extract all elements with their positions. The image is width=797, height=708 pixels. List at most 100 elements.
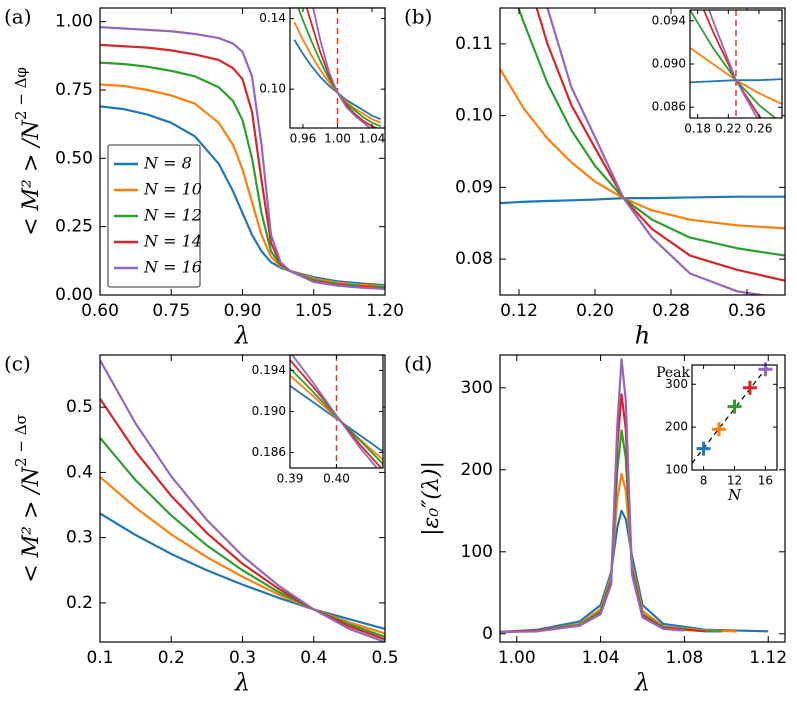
y-tick-label: 0.2 <box>66 593 93 613</box>
series-line <box>500 509 769 634</box>
panel-label: (c) <box>4 352 31 376</box>
legend-label: N = 12 <box>143 206 202 225</box>
y-tick-label: 100 <box>461 542 493 562</box>
x-tick-label: 0.75 <box>152 301 190 321</box>
x-tick-label: 0.40 <box>323 472 350 486</box>
y-tick-label: 0.186 <box>252 445 286 459</box>
y-axis-label: < M² > /N2 − Δφ <box>12 67 44 236</box>
inset-background <box>290 355 383 468</box>
y-tick-label: 0.194 <box>252 363 286 377</box>
x-tick-label: 1.20 <box>366 301 404 321</box>
series-line <box>312 8 372 128</box>
x-tick-label: 0.2 <box>158 648 185 668</box>
y-tick-label: 0.25 <box>55 217 93 237</box>
axes-frame <box>99 354 386 643</box>
y-tick-label: 1.00 <box>55 12 93 32</box>
y-tick-label: 0.11 <box>455 34 493 54</box>
series-line <box>100 26 385 291</box>
marker <box>712 422 727 437</box>
y-tick-label: 100 <box>665 463 688 477</box>
x-axis-label: h <box>635 322 650 350</box>
x-tick-label: 1.00 <box>498 648 536 668</box>
y-axis-label: |ε₀″(λ)| <box>419 461 444 536</box>
series-line <box>100 398 385 641</box>
y-tick-label: 0.00 <box>55 285 93 305</box>
axes-frame <box>99 7 386 296</box>
axes-frame <box>689 9 783 119</box>
x-tick-label: 0.5 <box>371 648 398 668</box>
y-tick-label: 0.090 <box>652 57 686 71</box>
marker <box>742 380 757 395</box>
y-tick-label: 0 <box>482 624 493 644</box>
series-line <box>291 355 379 468</box>
marker <box>696 441 711 456</box>
y-tick-label: 0.3 <box>66 528 93 548</box>
y-tick-label: 0.09 <box>455 177 493 197</box>
plot-area <box>690 10 782 118</box>
x-tick-label: 0.28 <box>652 301 690 321</box>
legend-label: N = 16 <box>143 258 202 277</box>
x-tick-label: 1.08 <box>665 648 703 668</box>
panel: 1.00 1.04 1.08 1.12 0 100 200 300 λ |ε₀″(λ)| (d) <box>404 352 787 697</box>
inset: 0.96 1.00 1.04 0.10 0.14 <box>259 7 386 146</box>
x-tick-label: 1.04 <box>582 648 620 668</box>
panel: 0.60 0.75 0.90 1.05 1.20 0.00 0.25 0.50 0.75 1.00… <box>4 5 404 350</box>
x-axis-label: N <box>727 486 742 504</box>
legend-box <box>107 144 201 288</box>
x-tick-label: 0.12 <box>500 301 538 321</box>
x-tick-label: 0.18 <box>684 122 711 136</box>
axes-frame <box>289 354 384 469</box>
y-axis-label-exponent: 2 − Δφ <box>12 67 30 120</box>
x-tick-label: 0.90 <box>224 301 262 321</box>
y-axis-label: < M² > /N2 − Δσ <box>12 414 44 583</box>
y-tick-label: 0.5 <box>66 397 93 417</box>
panel: 0.12 0.20 0.28 0.36 0.08 0.09 0.10 0.11 h (b) <box>404 5 786 350</box>
axes-frame <box>289 7 386 129</box>
series-line <box>546 8 769 295</box>
y-tick-label: 0.10 <box>455 106 493 126</box>
series-line <box>100 512 385 631</box>
x-tick-label: 0.3 <box>229 648 256 668</box>
axes-frame <box>499 354 786 643</box>
panel-label: (b) <box>404 5 432 29</box>
inset: 0.39 0.40 0.186 0.190 0.194 <box>252 354 384 486</box>
x-tick-label: 16 <box>758 474 773 488</box>
inset: 8 12 16 100 200 300 N Peak <box>656 362 778 504</box>
x-tick-label: 12 <box>727 474 742 488</box>
y-tick-label: 300 <box>665 377 688 391</box>
series-line <box>517 8 785 257</box>
plot-area <box>100 359 385 642</box>
axes-frame <box>499 7 786 296</box>
x-axis-label: λ <box>634 669 650 697</box>
x-tick-label: 0.60 <box>81 301 119 321</box>
x-tick-label: 0.36 <box>728 301 766 321</box>
plot-area <box>500 8 785 295</box>
y-tick-label: 0.10 <box>259 82 286 96</box>
x-tick-label: 0.4 <box>300 648 327 668</box>
x-tick-label: 0.96 <box>290 132 317 146</box>
series-line <box>708 10 759 118</box>
x-tick-label: 0.39 <box>277 472 304 486</box>
x-tick-label: 0.22 <box>715 122 742 136</box>
legend-label: N = 8 <box>143 154 192 173</box>
y-axis-label-main: < M² > /N <box>19 119 44 236</box>
x-tick-label: 0.26 <box>746 122 773 136</box>
series-line <box>100 476 385 635</box>
panel-label: (d) <box>404 352 432 376</box>
y-axis-label-exponent: 2 − Δσ <box>12 414 30 467</box>
series-line <box>100 83 385 288</box>
legend-label: N = 10 <box>143 180 202 199</box>
panel: 0.1 0.2 0.3 0.4 0.5 0.2 0.3 0.4 0.5 λ < M² > /N2 −… <box>4 352 399 697</box>
x-tick-label: 1.05 <box>295 301 333 321</box>
plot-area <box>500 358 769 634</box>
y-axis-label-main: < M² > /N <box>19 466 44 583</box>
y-tick-label: 0.08 <box>455 249 493 269</box>
plot-area <box>100 26 385 291</box>
y-tick-label: 200 <box>461 460 493 480</box>
series-line <box>100 359 385 642</box>
y-tick-label: 0.4 <box>66 462 93 482</box>
axes-frame <box>691 364 778 471</box>
y-tick-label: 0.75 <box>55 80 93 100</box>
x-tick-label: 1.00 <box>324 132 351 146</box>
